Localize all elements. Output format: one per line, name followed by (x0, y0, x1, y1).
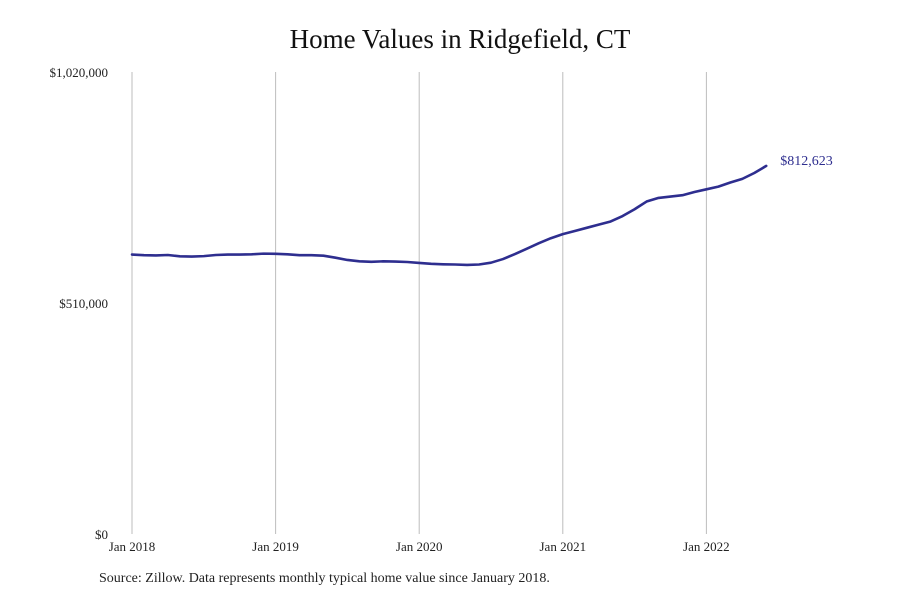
gridlines (131, 72, 707, 534)
y-tick-label: $0 (95, 527, 108, 542)
series-area (130, 164, 768, 267)
x-axis: Jan 2018 Jan 2019 Jan 2020 Jan 2021 Jan 2022 (109, 539, 730, 554)
source-note: Source: Zillow. Data represents monthly … (99, 571, 550, 586)
x-tick-label: Jan 2021 (540, 539, 587, 554)
y-axis: $0 $510,000 $1,020,000 (50, 65, 109, 542)
data-labels: $812,623 (780, 154, 833, 169)
x-tick-label: Jan 2019 (252, 539, 299, 554)
y-tick-label: $510,000 (59, 296, 108, 311)
x-tick-label: Jan 2020 (396, 539, 443, 554)
x-tick-label: Jan 2022 (683, 539, 730, 554)
y-tick-label: $1,020,000 (50, 65, 109, 80)
x-tick-label: Jan 2018 (109, 539, 156, 554)
end-value-label: $812,623 (780, 154, 833, 169)
chart-title: Home Values in Ridgefield, CT (289, 24, 631, 54)
series-line (130, 164, 768, 267)
